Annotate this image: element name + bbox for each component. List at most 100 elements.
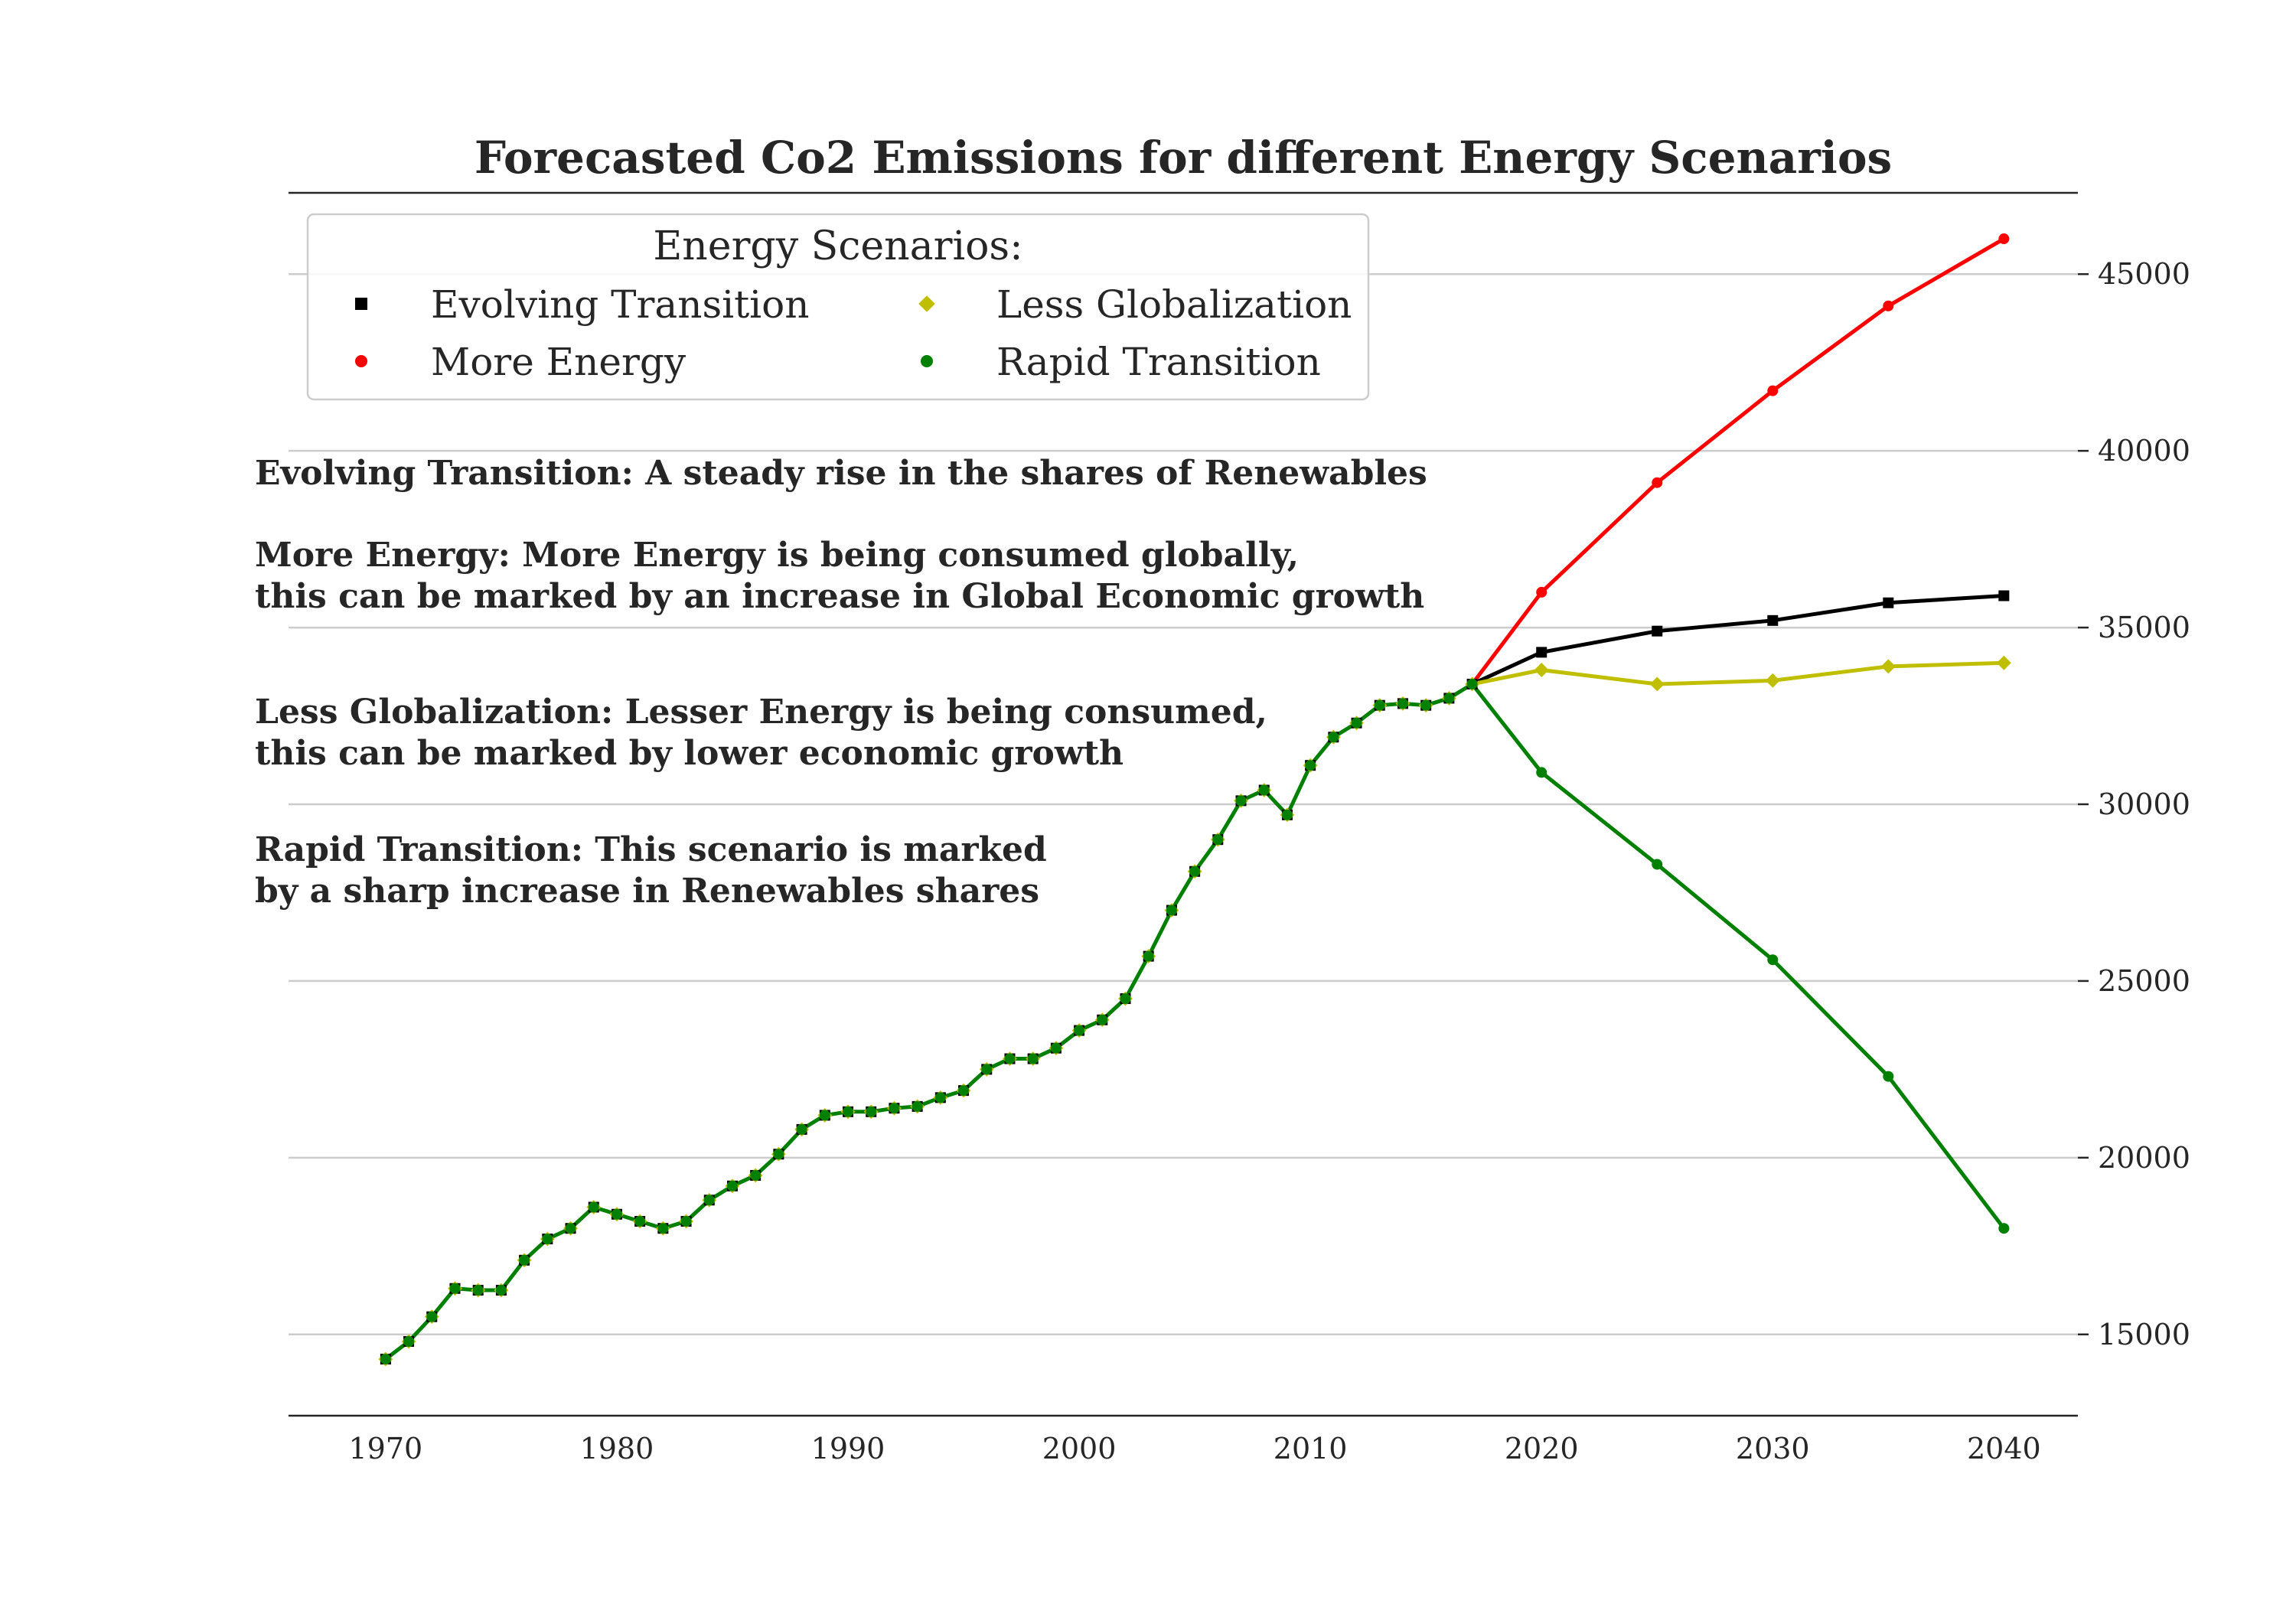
historical-point [495,1285,507,1296]
historical-point [1050,1042,1062,1054]
annotation-block: Rapid Transition: This scenario is marke… [255,830,1047,911]
scenario-annotations: Evolving Transition: A steady rise in th… [255,454,1427,911]
historical-point [1235,795,1247,807]
historical-point [634,1215,646,1227]
historical-point [1374,699,1385,711]
historical-point [472,1285,484,1296]
historical-point [934,1092,946,1103]
historical-point [866,1106,877,1117]
x-tick-label: 1970 [349,1432,423,1465]
x-tick-label: 2010 [1274,1432,1348,1465]
data-point [1767,614,1779,626]
legend-label: Evolving Transition [431,282,809,327]
historical-point [773,1149,784,1160]
data-point [1883,1071,1894,1082]
data-point [1536,586,1548,598]
data-point [1996,655,2011,670]
data-point [1998,590,2010,601]
y-tick-label: 15000 [2098,1318,2190,1351]
historical-point [1258,784,1270,796]
x-tick-label: 1980 [580,1432,654,1465]
historical-point [426,1311,438,1322]
historical-point [1097,1014,1108,1025]
series-more-energy [1470,233,2010,686]
historical-point [819,1110,830,1121]
historical-point [1281,809,1293,820]
historical-point [1328,732,1339,743]
y-tick-label: 35000 [2098,611,2190,644]
legend-item-less-globalization: Less Globalization [918,282,1352,327]
legend: Energy Scenarios: Evolving Transition More… [306,213,1370,401]
annotation-block: Less Globalization: Lesser Energy is bei… [255,693,1267,773]
data-point [1998,1223,2010,1234]
series-line [1470,236,2005,686]
legend-marker [355,298,367,310]
annotation-block: Evolving Transition: A steady rise in th… [255,454,1427,493]
historical-point [1120,993,1131,1005]
legend-marker [355,355,367,367]
legend-title: Energy Scenarios: [653,223,1022,269]
data-point [1652,625,1663,637]
legend-frame [306,213,1370,401]
historical-point [1443,693,1455,704]
historical-point [449,1283,461,1294]
annotation-line: this can be marked by lower economic gro… [255,734,1124,773]
x-tick-label: 2030 [1736,1432,1810,1465]
data-point [1534,663,1549,677]
historical-point [958,1085,970,1097]
data-point [1652,477,1663,488]
y-axis-ticks: 15000 20000 25000 30000 35000 40000 45000 [2078,257,2190,1351]
historical-point [726,1180,738,1191]
series-line [1470,683,2006,1230]
chart-title: Forecasted Co2 Emissions for different E… [475,132,1892,184]
data-point [1880,659,1896,674]
series-less-globalization [1472,655,2011,692]
historical-point [1189,865,1201,877]
historical-point [843,1106,854,1117]
historical-point [1466,678,1478,689]
data-point [1765,673,1780,688]
historical-point [1305,760,1316,771]
legend-marker [921,355,933,367]
y-tick-label: 45000 [2098,257,2190,291]
historical-point [380,1354,391,1365]
data-point [1649,676,1665,692]
x-tick-label: 1990 [811,1432,885,1465]
legend-item-rapid-transition: Rapid Transition [921,340,1321,384]
y-tick-label: 30000 [2098,787,2190,821]
legend-label: Less Globalization [996,282,1352,327]
series-historical [378,676,1480,1367]
data-point [1536,647,1548,658]
annotation-line: Less Globalization: Lesser Energy is bei… [255,693,1267,732]
gridlines [289,272,2078,1336]
historical-point [912,1100,923,1112]
annotation-line: Rapid Transition: This scenario is marke… [255,830,1047,869]
x-tick-label: 2040 [1967,1432,2041,1465]
annotation-line: Evolving Transition: A steady rise in th… [255,454,1427,493]
series-lines [378,233,2011,1367]
data-point [1652,859,1663,870]
annotation-block: More Energy: More Energy is being consum… [255,536,1424,616]
data-point [1767,954,1779,966]
historical-point [1027,1053,1039,1064]
legend-label: More Energy [431,340,687,384]
data-point [1767,385,1779,396]
historical-point [611,1208,622,1220]
legend-label: Rapid Transition [996,340,1321,384]
legend-item-evolving-transition: Evolving Transition [355,282,809,327]
historical-point [1143,950,1154,962]
historical-point [889,1103,900,1114]
data-point [1883,300,1894,311]
historical-point [403,1336,415,1348]
x-tick-label: 2000 [1042,1432,1117,1465]
historical-point [565,1223,576,1234]
annotation-line: by a sharp increase in Renewables shares [255,872,1039,911]
historical-point [981,1064,993,1075]
historical-point [703,1195,715,1206]
annotation-line: this can be marked by an increase in Glo… [255,577,1424,616]
series-line [1471,594,2004,686]
historical-point [1166,905,1177,916]
x-tick-label: 2020 [1505,1432,1579,1465]
series-evolving-transition [1471,590,2010,686]
